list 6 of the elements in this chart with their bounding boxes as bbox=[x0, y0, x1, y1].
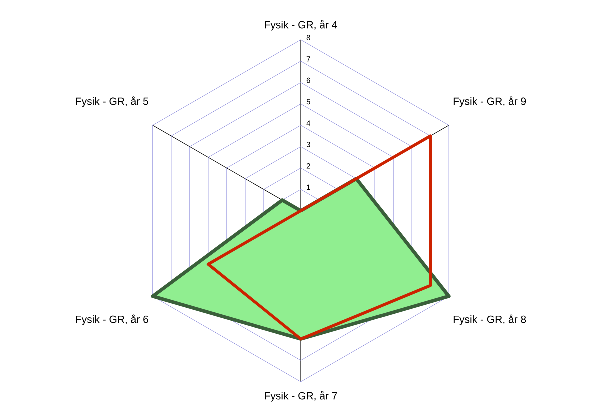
spoke-label: Fysik - GR, år 9 bbox=[454, 96, 526, 108]
spoke-label: Fysik - GR, år 7 bbox=[265, 391, 338, 402]
spoke-label: Fysik - GR, år 6 bbox=[76, 314, 148, 326]
spoke-label: Fysik - GR, år 5 bbox=[76, 96, 148, 108]
spoke-label: Fysik - GR, år 8 bbox=[454, 314, 526, 326]
spoke-label: Fysik - GR, år 4 bbox=[265, 20, 338, 31]
